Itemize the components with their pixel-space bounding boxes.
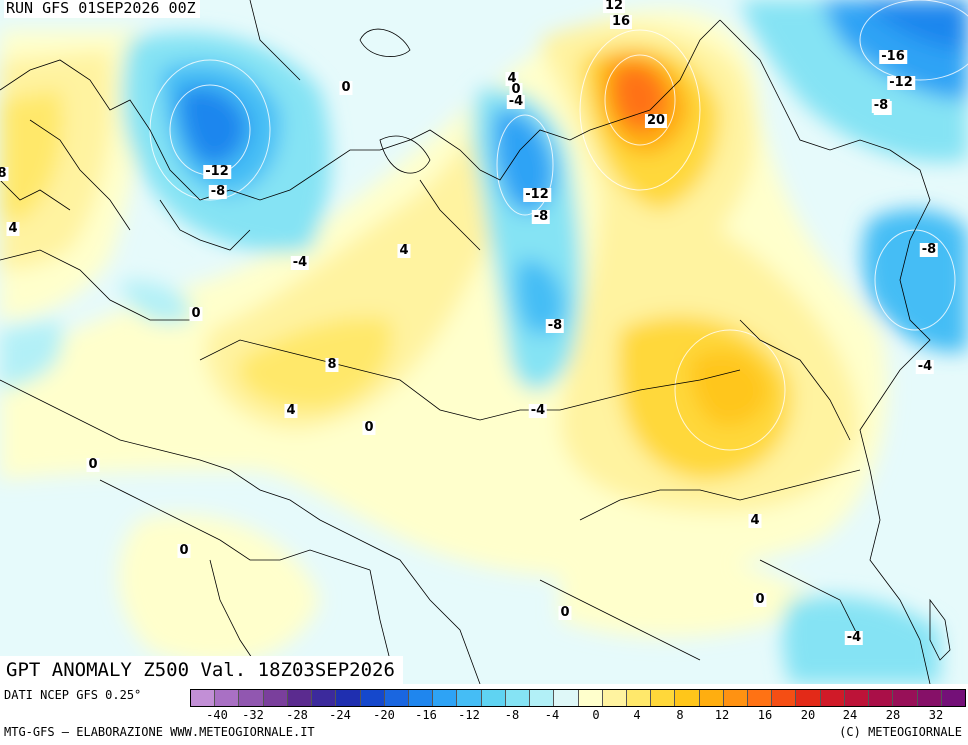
contour-label: 4 — [397, 243, 411, 258]
colorbar-swatch — [869, 690, 894, 706]
contour-label: 0 — [558, 605, 572, 620]
data-source: DATI NCEP GFS 0.25° — [4, 688, 142, 702]
colorbar-tick-label: -40 — [206, 708, 228, 722]
colorbar-tick-label: 0 — [592, 708, 600, 722]
footer: DATI NCEP GFS 0.25° -40 -32 -28 -24 -20 -16 -1… — [0, 684, 968, 745]
contour-label: 0 — [177, 543, 191, 558]
contour-label: -12 — [203, 164, 231, 179]
colorbar-swatch — [844, 690, 870, 706]
contour-label: 0 — [362, 420, 376, 435]
contour-label: -4 — [844, 630, 864, 645]
colorbar-swatch — [578, 690, 603, 706]
colorbar-swatch — [287, 690, 313, 706]
contour-label: 8 — [325, 357, 339, 372]
contour-label: -4 — [528, 403, 548, 418]
colorbar-swatch — [917, 690, 942, 706]
footer-credit: MTG-GFS — ELABORAZIONE WWW.METEOGIORNALE… — [4, 725, 315, 739]
colorbar-tick-label: 24 — [842, 708, 858, 722]
contour-label: 0 — [339, 80, 353, 95]
contour-label: 0 — [189, 306, 203, 321]
colorbar-swatch — [699, 690, 724, 706]
footer-copyright: (C) METEOGIORNALE — [839, 725, 962, 739]
contour-label: 12 — [602, 0, 626, 13]
colorbar-swatch — [820, 690, 845, 706]
colorbar-swatch — [263, 690, 288, 706]
colorbar-tick-label: 8 — [676, 708, 684, 722]
colorbar-swatch — [626, 690, 652, 706]
colorbar-swatch — [941, 690, 965, 706]
contour-label: -8 — [208, 184, 228, 199]
colorbar-swatch — [602, 690, 627, 706]
colorbar-tick-label: -16 — [415, 708, 437, 722]
colorbar-tick-label: -8 — [504, 708, 520, 722]
colorbar-swatch — [239, 690, 264, 706]
contour-label: -12 — [523, 187, 551, 202]
map-title: GPT ANOMALY Z500 Val. 18Z03SEP2026 — [0, 656, 403, 684]
contour-label: 0 — [509, 82, 523, 97]
colorbar-tick-label: -4 — [544, 708, 560, 722]
anomaly-field — [0, 0, 968, 684]
colorbar-swatch — [360, 690, 385, 706]
contour-label: 0 — [86, 457, 100, 472]
colorbar-tick-label: -32 — [242, 708, 264, 722]
colorbar-tick-label: 32 — [928, 708, 944, 722]
colorbar-swatch — [457, 690, 482, 706]
contour-label: -8 — [871, 98, 891, 113]
colorbar-ticks: -40 -32 -28 -24 -20 -16 -12 -8 -4 0 4 8 12 16 20 24 28 32… — [190, 708, 968, 724]
contour-label: 4 — [505, 71, 519, 86]
contour-label: 0 — [753, 592, 767, 607]
colorbar-tick-label: 12 — [714, 708, 730, 722]
colorbar-tick-label: 28 — [885, 708, 901, 722]
colorbar-swatch — [796, 690, 821, 706]
colorbar-swatch — [481, 690, 506, 706]
contour-label: 20 — [644, 113, 668, 128]
colorbar-swatch — [505, 690, 531, 706]
colorbar-tick-label: -20 — [373, 708, 395, 722]
colorbar-tick-label: -12 — [458, 708, 480, 722]
contour-label: -12 — [887, 75, 915, 90]
colorbar-swatch — [554, 690, 579, 706]
colorbar-tick-label: 16 — [757, 708, 773, 722]
contour-label: 4 — [284, 403, 298, 418]
colorbar-swatch — [336, 690, 361, 706]
contour-label: -8 — [545, 318, 565, 333]
colorbar-swatch — [675, 690, 700, 706]
colorbar-swatch — [191, 690, 216, 706]
colorbar-swatch — [433, 690, 458, 706]
contour-label: 4 — [748, 513, 762, 528]
contour-label: -4 — [915, 359, 935, 374]
contour-label: -16 — [879, 49, 907, 64]
colorbar-swatch — [312, 690, 337, 706]
colorbar-swatch — [723, 690, 749, 706]
colorbar-swatch — [215, 690, 240, 706]
run-title: RUN GFS 01SEP2026 00Z — [4, 0, 200, 18]
colorbar — [190, 689, 966, 707]
colorbar-tick-label: -28 — [286, 708, 308, 722]
contour-label: 16 — [609, 14, 633, 29]
contour-label: 8 — [0, 167, 9, 181]
contour-label: -4 — [506, 94, 526, 109]
colorbar-tick-label: -24 — [329, 708, 351, 722]
colorbar-swatch — [772, 690, 797, 706]
anomaly-map: RUN GFS 01SEP2026 00Z 12162040-4-12-8-80… — [0, 0, 968, 684]
colorbar-tick-label: 20 — [800, 708, 816, 722]
colorbar-tick-label: 4 — [633, 708, 641, 722]
colorbar-swatch — [651, 690, 676, 706]
colorbar-swatch — [530, 690, 555, 706]
colorbar-swatch — [893, 690, 918, 706]
colorbar-swatch — [408, 690, 434, 706]
contour-label: -4 — [290, 255, 310, 270]
contour-label: 4 — [6, 221, 20, 236]
contour-label: -8 — [531, 209, 551, 224]
contour-label: -8 — [919, 242, 939, 257]
colorbar-swatch — [384, 690, 409, 706]
colorbar-swatch — [748, 690, 773, 706]
